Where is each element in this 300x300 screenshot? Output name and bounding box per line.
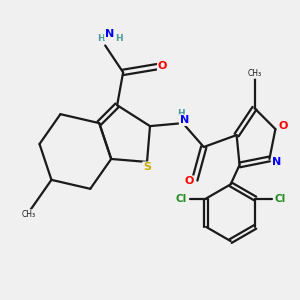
Text: N: N [105, 29, 114, 39]
Text: S: S [143, 162, 151, 172]
Text: H: H [115, 34, 122, 43]
Text: Cl: Cl [274, 194, 286, 203]
Text: H: H [178, 109, 185, 118]
Text: H: H [97, 34, 104, 43]
Text: Cl: Cl [176, 194, 187, 203]
Text: O: O [278, 121, 288, 131]
Text: O: O [158, 61, 167, 71]
Text: N: N [180, 115, 189, 125]
Text: CH₃: CH₃ [22, 210, 36, 219]
Text: CH₃: CH₃ [248, 69, 262, 78]
Text: O: O [185, 176, 194, 186]
Text: N: N [272, 157, 281, 167]
